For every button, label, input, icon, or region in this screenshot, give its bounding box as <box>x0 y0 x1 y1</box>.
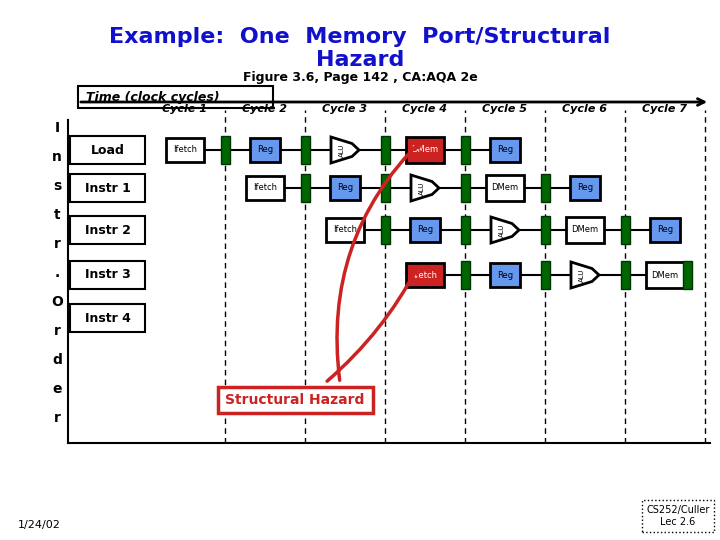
Bar <box>220 136 230 164</box>
Text: Cycle 5: Cycle 5 <box>482 104 528 114</box>
Bar <box>683 261 691 289</box>
Text: Reg: Reg <box>417 226 433 234</box>
Text: I: I <box>55 121 60 135</box>
Bar <box>217 387 372 413</box>
Bar <box>570 176 600 200</box>
Polygon shape <box>331 137 359 163</box>
Text: Instr 4: Instr 4 <box>84 312 130 325</box>
Text: Cycle 4: Cycle 4 <box>402 104 448 114</box>
Text: Reg: Reg <box>257 145 273 154</box>
Bar <box>70 261 145 289</box>
Text: Reg: Reg <box>497 271 513 280</box>
Text: Ifetch: Ifetch <box>333 226 357 234</box>
Text: Reg: Reg <box>577 184 593 192</box>
Bar <box>642 500 714 532</box>
Bar <box>246 176 284 200</box>
Text: Cycle 7: Cycle 7 <box>642 104 688 114</box>
Text: DMem: DMem <box>652 271 678 280</box>
Bar <box>541 261 549 289</box>
Bar <box>486 175 524 201</box>
Bar <box>566 217 604 243</box>
Text: Figure 3.6, Page 142 , CA:AQA 2e: Figure 3.6, Page 142 , CA:AQA 2e <box>243 71 477 84</box>
Bar <box>166 138 204 162</box>
Bar <box>70 216 145 244</box>
Text: Reg: Reg <box>337 184 353 192</box>
Text: Ifetch: Ifetch <box>413 271 437 280</box>
Bar <box>250 138 280 162</box>
Text: r: r <box>53 324 60 338</box>
Bar <box>410 218 440 242</box>
Text: Instr 2: Instr 2 <box>84 224 130 237</box>
Text: .: . <box>55 266 60 280</box>
Text: ALU: ALU <box>339 143 345 157</box>
Polygon shape <box>491 217 519 243</box>
Bar <box>300 136 310 164</box>
Bar <box>461 136 469 164</box>
Polygon shape <box>411 175 439 201</box>
Bar <box>461 261 469 289</box>
Polygon shape <box>571 262 599 288</box>
Text: Example:  One  Memory  Port/Structural: Example: One Memory Port/Structural <box>109 27 611 47</box>
Bar <box>461 174 469 202</box>
Bar <box>650 218 680 242</box>
Bar <box>380 136 390 164</box>
Text: n: n <box>52 150 62 164</box>
Text: Cycle 3: Cycle 3 <box>323 104 367 114</box>
Text: Reg: Reg <box>657 226 673 234</box>
Bar <box>380 216 390 244</box>
Bar <box>406 263 444 287</box>
Text: Ifetch: Ifetch <box>253 184 277 192</box>
Text: t: t <box>54 208 60 222</box>
Bar <box>406 137 444 163</box>
Text: ALU: ALU <box>499 224 505 237</box>
Bar <box>330 176 360 200</box>
Text: r: r <box>53 237 60 251</box>
Bar <box>541 174 549 202</box>
Bar <box>541 216 549 244</box>
Text: CS252/Culler
Lec 2.6: CS252/Culler Lec 2.6 <box>647 505 710 527</box>
Text: Hazard: Hazard <box>316 50 404 70</box>
Bar <box>380 174 390 202</box>
Text: DMem: DMem <box>492 184 518 192</box>
Bar <box>461 216 469 244</box>
Bar <box>70 304 145 332</box>
Bar <box>300 174 310 202</box>
Bar <box>490 263 520 287</box>
Text: ALU: ALU <box>579 268 585 282</box>
Bar <box>70 136 145 164</box>
Text: Cycle 2: Cycle 2 <box>243 104 287 114</box>
Text: Cycle 1: Cycle 1 <box>163 104 207 114</box>
Bar <box>78 86 273 108</box>
Text: 1/24/02: 1/24/02 <box>18 520 61 530</box>
Bar <box>70 174 145 202</box>
Text: DMem: DMem <box>572 226 598 234</box>
Bar <box>621 261 629 289</box>
Text: Instr 3: Instr 3 <box>85 268 130 281</box>
Text: O: O <box>51 295 63 309</box>
Text: Cycle 6: Cycle 6 <box>562 104 608 114</box>
Text: Load: Load <box>91 144 125 157</box>
Text: Structural Hazard: Structural Hazard <box>225 393 365 407</box>
Text: r: r <box>53 411 60 425</box>
Bar <box>646 262 684 288</box>
Bar <box>490 138 520 162</box>
Text: Reg: Reg <box>497 145 513 154</box>
Text: Instr 1: Instr 1 <box>84 181 130 194</box>
Text: Time (clock cycles): Time (clock cycles) <box>86 91 220 104</box>
Text: ALU: ALU <box>419 181 425 195</box>
Text: DMem: DMem <box>411 145 438 154</box>
Bar <box>326 218 364 242</box>
Bar <box>621 216 629 244</box>
Text: d: d <box>52 353 62 367</box>
Text: s: s <box>53 179 61 193</box>
Text: e: e <box>53 382 62 396</box>
Text: Ifetch: Ifetch <box>173 145 197 154</box>
